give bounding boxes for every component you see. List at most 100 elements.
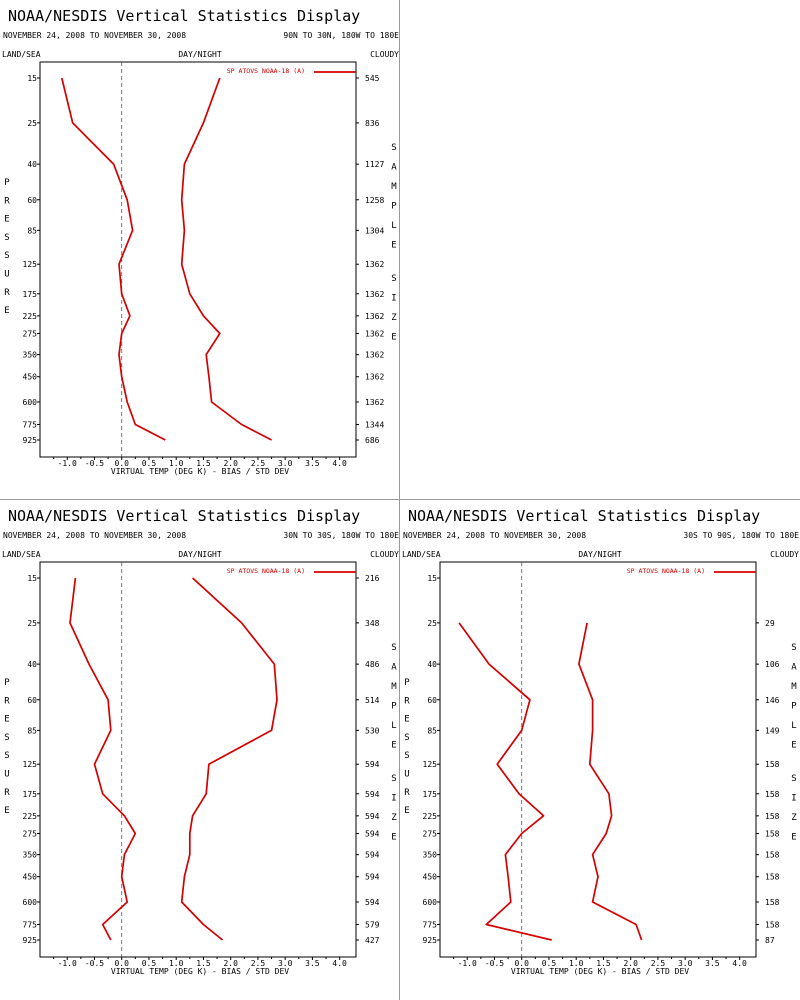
pressure-label-letter: R [4, 696, 10, 706]
x-tick-label: 3.5 [305, 459, 320, 468]
sample-size-label-letter: S [391, 274, 396, 284]
pressure-tick-label: 275 [23, 329, 38, 338]
bias-series-line [69, 577, 137, 941]
sample-size-label: 158 [765, 851, 780, 860]
sample-size-label: 1362 [365, 398, 384, 407]
pressure-label-letter: P [404, 678, 410, 688]
pressure-tick-label: 775 [423, 920, 438, 929]
chart-title: NOAA/NESDIS Vertical Statistics Display [8, 7, 360, 25]
sample-size-label: 594 [365, 760, 380, 769]
x-tick-label: 4.0 [332, 959, 347, 968]
x-tick-label: 1.0 [169, 959, 184, 968]
x-tick-label: 2.0 [223, 959, 238, 968]
x-tick-label: 0.0 [514, 959, 529, 968]
chart-panel-90n-30n: NOAA/NESDIS Vertical Statistics Display N… [0, 0, 400, 500]
x-tick-label: -0.5 [485, 959, 504, 968]
pressure-label-letter: U [4, 770, 9, 780]
sample-size-label: 1304 [365, 226, 384, 235]
x-tick-label: 3.5 [705, 959, 720, 968]
pressure-tick-label: 40 [427, 660, 437, 669]
vertical-profile-chart: NOAA/NESDIS Vertical Statistics Display N… [2, 507, 399, 976]
cloudy-label: CLOUDY [770, 550, 799, 559]
sample-size-label-letter: S [791, 643, 796, 653]
chart-panel-30s-90s: NOAA/NESDIS Vertical Statistics Display N… [400, 500, 800, 1000]
sample-size-label-letter: E [391, 241, 396, 251]
sample-size-label-letter: E [791, 833, 796, 843]
std-dev-series-line [180, 577, 278, 941]
pressure-label-letter: E [404, 806, 409, 816]
pressure-tick-label: 450 [23, 873, 38, 882]
x-tick-label: -0.5 [85, 959, 104, 968]
pressure-tick-label: 175 [423, 790, 438, 799]
pressure-tick-label: 85 [27, 726, 37, 735]
pressure-label-letter: S [404, 733, 409, 743]
sample-size-label-letter: Z [391, 813, 397, 823]
x-tick-label: 0.0 [114, 959, 129, 968]
sample-size-label: 1362 [365, 290, 384, 299]
date-range: NOVEMBER 24, 2008 TO NOVEMBER 30, 2008 [403, 531, 586, 540]
pressure-tick-label: 40 [27, 160, 37, 169]
sample-size-label: 579 [365, 920, 380, 929]
pressure-label-letter: E [4, 806, 9, 816]
sample-size-label: 1362 [365, 373, 384, 382]
region-label: 30S TO 90S, 180W TO 180E [683, 531, 799, 540]
pressure-label-letter: R [4, 196, 10, 206]
pressure-label-letter: P [4, 678, 10, 688]
sample-size-label: 530 [365, 726, 380, 735]
sample-size-label-letter: S [791, 774, 796, 784]
x-tick-label: 1.5 [196, 959, 211, 968]
panel-divider-vertical [399, 0, 400, 1000]
x-tick-label: 2.5 [251, 959, 266, 968]
sample-size-label: 686 [365, 436, 380, 445]
sample-size-label: 158 [765, 898, 780, 907]
legend-label: SP ATOVS NOAA-18 (A) [227, 567, 305, 575]
sample-size-label-letter: M [391, 682, 397, 692]
sample-size-label-letter: Z [391, 313, 397, 323]
sample-size-label: 594 [365, 829, 380, 838]
pressure-tick-label: 925 [423, 936, 438, 945]
pressure-tick-label: 450 [23, 373, 38, 382]
x-tick-label: 3.0 [278, 959, 293, 968]
sample-size-label: 836 [365, 119, 380, 128]
sample-size-label: 158 [765, 829, 780, 838]
pressure-tick-label: 600 [23, 398, 38, 407]
x-axis-label: VIRTUAL TEMP (DEG K) - BIAS / STD DEV [111, 467, 289, 476]
sample-size-label-letter: A [391, 663, 397, 673]
x-tick-label: 1.0 [569, 959, 584, 968]
sample-size-label: 216 [365, 574, 380, 583]
bias-series-line [458, 622, 552, 941]
sample-size-label-letter: A [391, 163, 397, 173]
x-tick-label: 4.0 [332, 459, 347, 468]
pressure-tick-label: 60 [27, 696, 37, 705]
pressure-tick-label: 25 [27, 619, 37, 628]
pressure-tick-label: 450 [423, 873, 438, 882]
sample-size-label: 514 [365, 696, 380, 705]
land-sea-label: LAND/SEA [402, 550, 441, 559]
pressure-tick-label: 775 [23, 920, 38, 929]
pressure-tick-label: 125 [23, 760, 38, 769]
pressure-tick-label: 15 [27, 574, 37, 583]
legend-label: SP ATOVS NOAA-18 (A) [627, 567, 705, 575]
cloudy-label: CLOUDY [370, 550, 399, 559]
x-tick-label: 2.5 [651, 959, 666, 968]
sample-size-label-letter: Z [791, 813, 797, 823]
sample-size-label: 486 [365, 660, 380, 669]
pressure-tick-label: 85 [427, 726, 437, 735]
sample-size-label-letter: L [791, 721, 796, 731]
day-night-label: DAY/NIGHT [578, 550, 622, 559]
chart-title: NOAA/NESDIS Vertical Statistics Display [8, 507, 360, 525]
sample-size-label: 1362 [365, 351, 384, 360]
pressure-label-letter: E [404, 715, 409, 725]
pressure-tick-label: 225 [423, 812, 438, 821]
sample-size-label: 1362 [365, 312, 384, 321]
x-axis-label: VIRTUAL TEMP (DEG K) - BIAS / STD DEV [111, 967, 289, 976]
date-range: NOVEMBER 24, 2008 TO NOVEMBER 30, 2008 [3, 531, 186, 540]
pressure-tick-label: 350 [23, 351, 38, 360]
std-dev-series-line [578, 622, 643, 941]
pressure-label-letter: S [404, 751, 409, 761]
x-tick-label: 4.0 [732, 959, 747, 968]
